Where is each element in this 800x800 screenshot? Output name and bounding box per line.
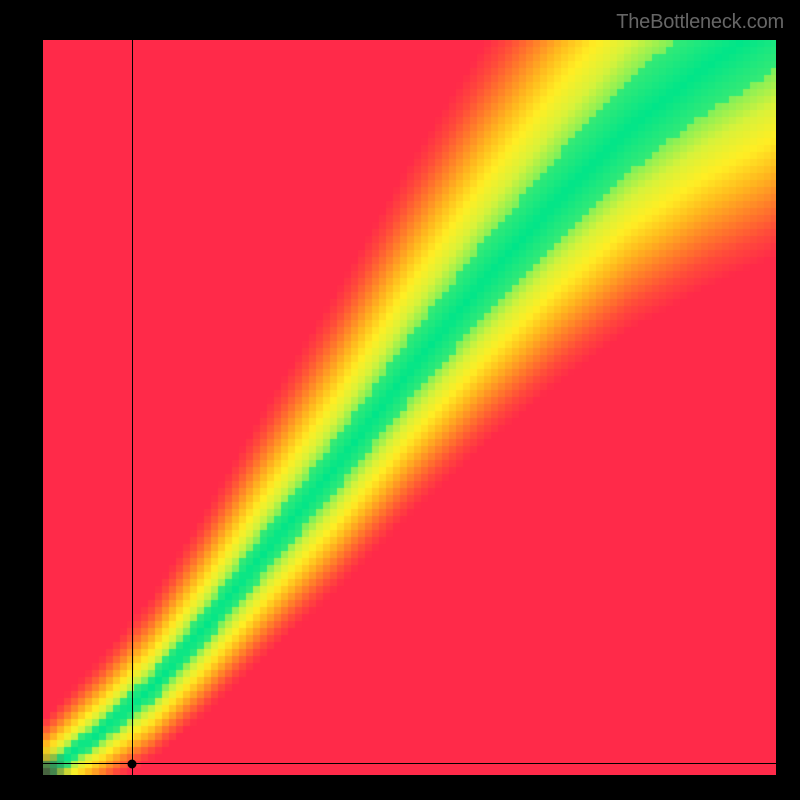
heatmap-canvas <box>43 40 776 775</box>
crosshair-marker <box>128 759 137 768</box>
heatmap-plot-area <box>43 40 776 775</box>
watermark-text: TheBottleneck.com <box>616 11 784 34</box>
chart-frame: TheBottleneck.com <box>0 0 800 800</box>
crosshair-vertical-line <box>132 40 133 775</box>
crosshair-horizontal-line <box>43 763 776 764</box>
